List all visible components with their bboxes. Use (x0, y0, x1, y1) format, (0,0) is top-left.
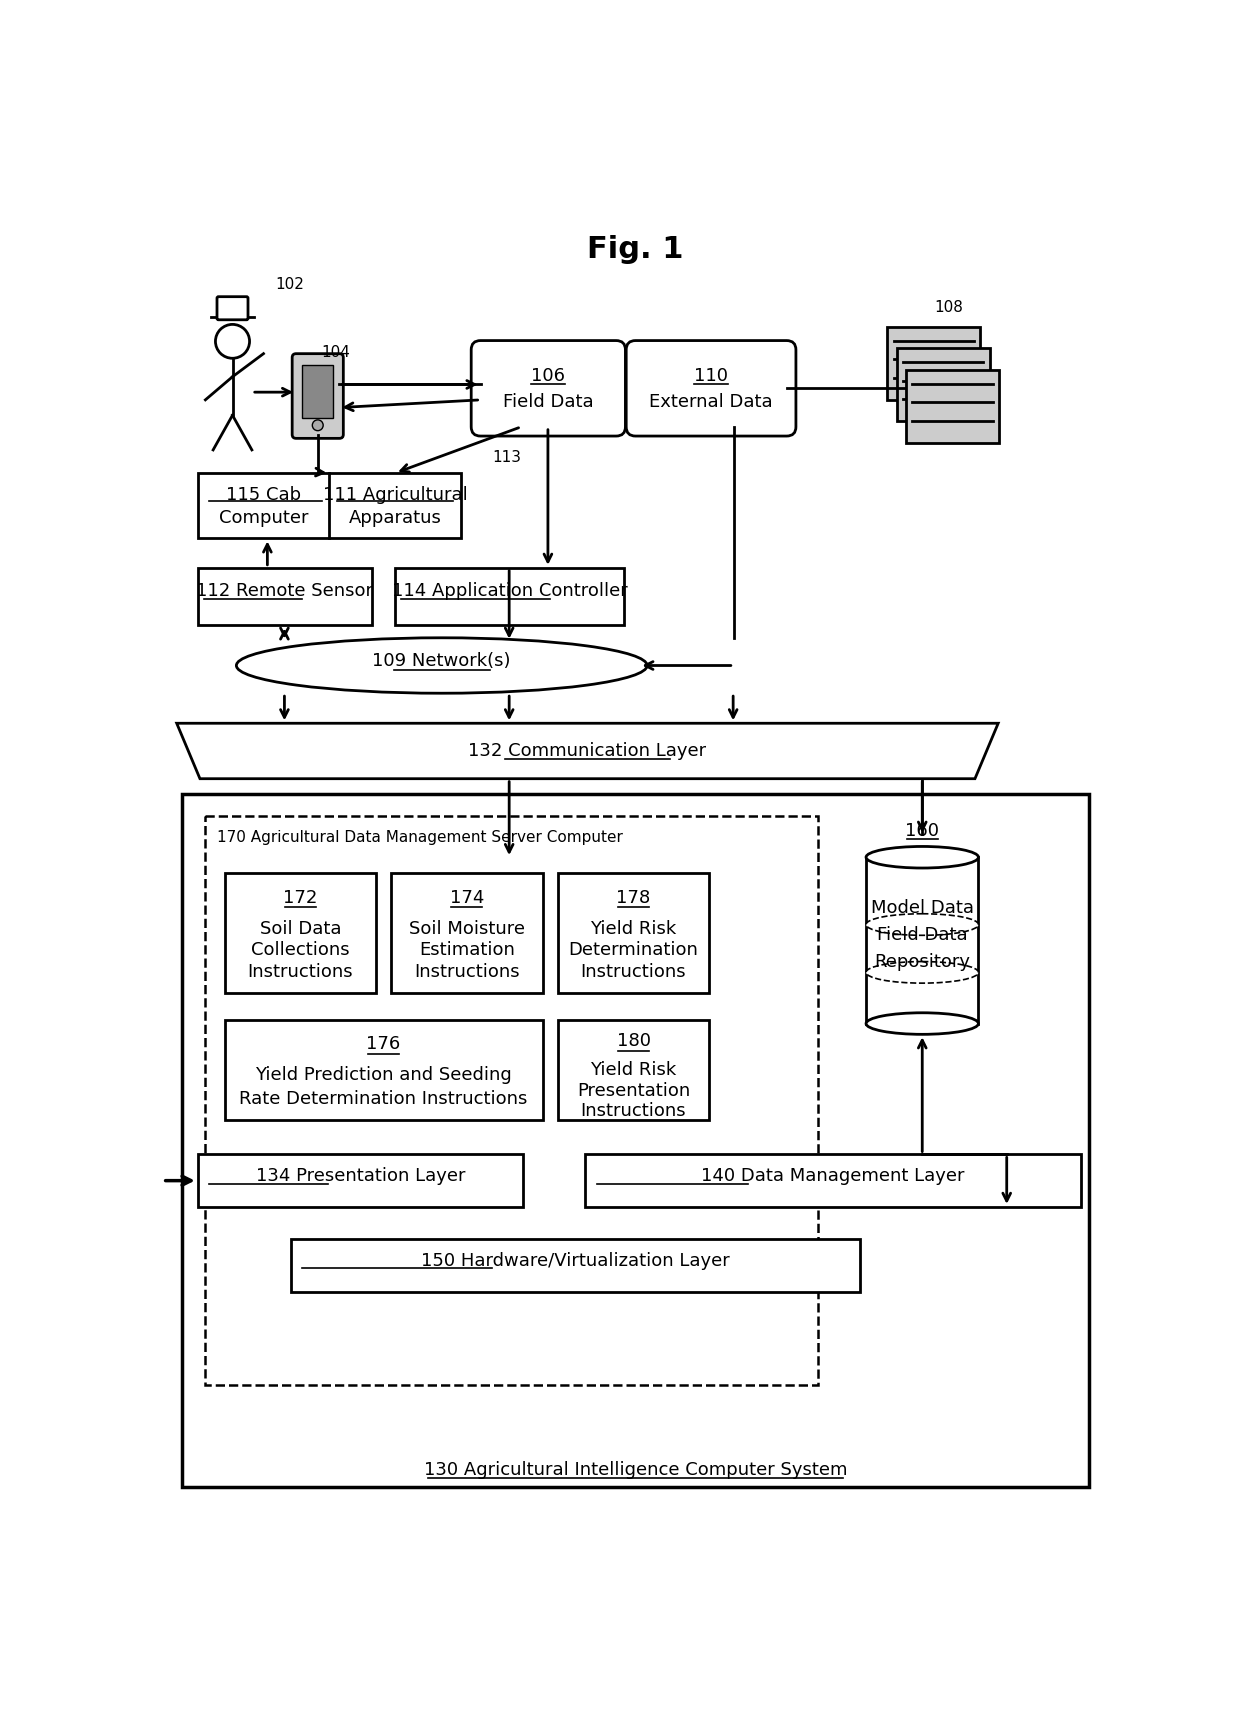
FancyBboxPatch shape (293, 354, 343, 439)
Text: 150 Hardware/Virtualization Layer: 150 Hardware/Virtualization Layer (422, 1251, 730, 1270)
Ellipse shape (866, 1013, 978, 1035)
Text: 104: 104 (321, 344, 351, 359)
Text: Determination: Determination (569, 942, 698, 959)
Ellipse shape (866, 961, 978, 983)
Text: Yield Prediction and Seeding: Yield Prediction and Seeding (255, 1066, 512, 1083)
Polygon shape (176, 724, 998, 779)
Text: Apparatus: Apparatus (348, 508, 441, 527)
Text: 108: 108 (934, 301, 962, 314)
Text: 109 Network(s): 109 Network(s) (372, 651, 511, 670)
Text: 106: 106 (531, 366, 565, 385)
FancyBboxPatch shape (626, 340, 796, 435)
Text: Instructions: Instructions (580, 962, 687, 982)
Text: External Data: External Data (650, 394, 773, 411)
Text: Rate Determination Instructions: Rate Determination Instructions (239, 1090, 528, 1108)
Text: 132 Communication Layer: 132 Communication Layer (469, 741, 707, 760)
Text: 110: 110 (694, 366, 728, 385)
Bar (396, 569, 624, 626)
Text: 140 Data Management Layer: 140 Data Management Layer (702, 1166, 965, 1185)
FancyBboxPatch shape (217, 297, 248, 320)
Ellipse shape (866, 914, 978, 935)
Bar (897, 349, 990, 422)
Text: Field Data: Field Data (503, 394, 594, 411)
Text: Yield Risk: Yield Risk (590, 919, 677, 938)
Text: Instructions: Instructions (248, 962, 353, 982)
Text: Yield Risk: Yield Risk (590, 1061, 677, 1078)
Text: 174: 174 (450, 888, 484, 907)
Bar (585, 1154, 1081, 1206)
Circle shape (312, 420, 324, 430)
Ellipse shape (237, 638, 647, 693)
Text: Computer: Computer (218, 508, 309, 527)
Ellipse shape (866, 847, 978, 867)
Text: Soil Data: Soil Data (259, 919, 341, 938)
Bar (303, 365, 334, 418)
Bar (224, 1020, 543, 1120)
Text: 113: 113 (492, 449, 522, 465)
FancyBboxPatch shape (471, 340, 625, 435)
Text: Model Data: Model Data (870, 899, 973, 918)
Bar (197, 569, 372, 626)
Bar (558, 873, 709, 994)
Text: 172: 172 (283, 888, 317, 907)
Text: 134 Presentation Layer: 134 Presentation Layer (255, 1166, 465, 1185)
Text: Estimation: Estimation (419, 942, 515, 959)
Bar (224, 873, 376, 994)
Bar (290, 1239, 861, 1291)
Text: Soil Moisture: Soil Moisture (409, 919, 525, 938)
Text: 111 Agricultural: 111 Agricultural (322, 486, 467, 503)
Bar (197, 473, 461, 539)
Bar (206, 816, 817, 1386)
Text: 115 Cab: 115 Cab (226, 486, 301, 503)
Text: Fig. 1: Fig. 1 (588, 235, 683, 264)
Text: 180: 180 (616, 1032, 651, 1051)
Text: Collections: Collections (250, 942, 350, 959)
Text: 102: 102 (275, 276, 304, 292)
Text: Field Data: Field Data (877, 926, 967, 943)
Bar (182, 795, 1089, 1488)
Bar (558, 1020, 709, 1120)
Bar (888, 327, 981, 399)
Bar (197, 1154, 523, 1206)
Text: 130 Agricultural Intelligence Computer System: 130 Agricultural Intelligence Computer S… (424, 1462, 847, 1479)
Bar (906, 370, 999, 442)
Text: 170 Agricultural Data Management Server Computer: 170 Agricultural Data Management Server … (217, 829, 622, 845)
Text: 114 Application Controller: 114 Application Controller (392, 582, 627, 600)
Text: 178: 178 (616, 888, 651, 907)
Text: Instructions: Instructions (580, 1101, 687, 1120)
Text: 160: 160 (905, 823, 939, 840)
Text: Presentation: Presentation (577, 1082, 691, 1101)
Text: 176: 176 (367, 1035, 401, 1054)
Bar (392, 873, 543, 994)
Polygon shape (867, 857, 978, 1023)
Text: 112 Remote Sensor: 112 Remote Sensor (196, 582, 373, 600)
Text: Instructions: Instructions (414, 962, 520, 982)
Text: Repository: Repository (874, 952, 970, 971)
